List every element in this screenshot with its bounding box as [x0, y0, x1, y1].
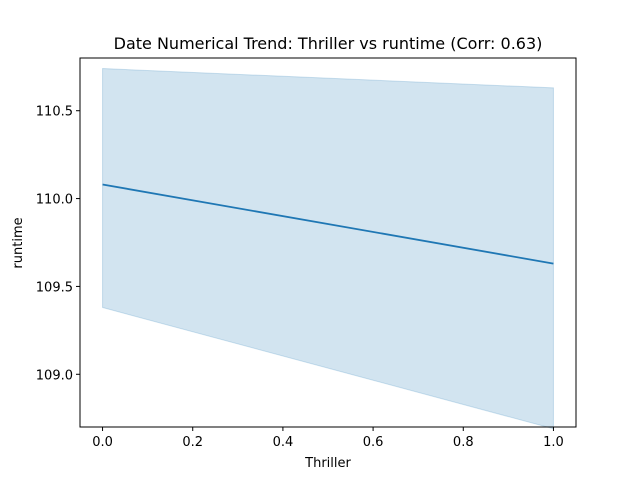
x-tick-label: 0.2	[182, 435, 203, 450]
axes-frame	[79, 57, 577, 428]
x-tick-label: 0.6	[363, 435, 384, 450]
x-tick-label: 0.4	[273, 435, 294, 450]
y-axis-label: runtime	[11, 217, 26, 268]
trend-line	[102, 183, 554, 265]
x-tick-label: 0.8	[453, 435, 474, 450]
x-axis-label: Thriller	[304, 456, 351, 471]
chart-title: Date Numerical Trend: Thriller vs runtim…	[114, 34, 543, 53]
x-tick-label: 1.0	[543, 435, 564, 450]
y-tick-label: 109.5	[36, 280, 73, 295]
y-tick-label: 110.5	[36, 105, 73, 120]
x-tick-label: 0.0	[92, 435, 113, 450]
y-axis: 109.0 109.5 110.0 110.5	[36, 105, 80, 383]
x-axis: 0.0 0.2 0.4 0.6 0.8 1.0	[92, 427, 564, 450]
plot-area	[102, 68, 554, 430]
y-tick-label: 109.0	[36, 368, 73, 383]
y-tick-label: 110.0	[36, 193, 73, 208]
